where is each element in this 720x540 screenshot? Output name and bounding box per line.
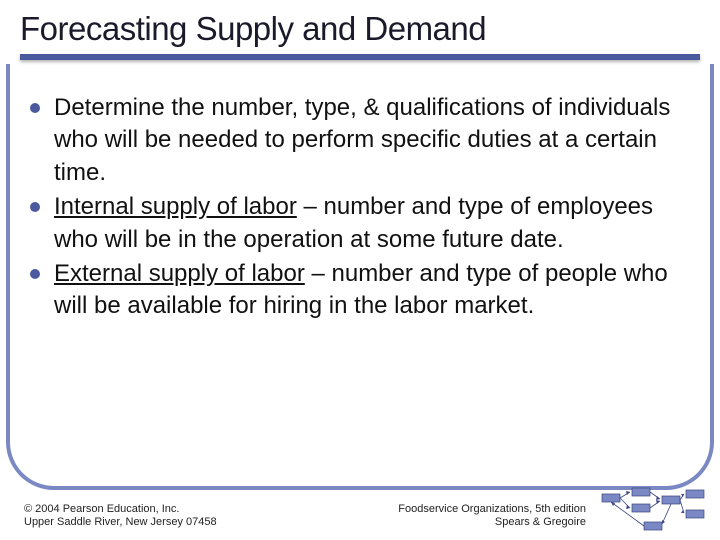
title-underline — [20, 54, 700, 60]
bullet-rest: Determine the number, type, & qualificat… — [54, 94, 670, 186]
footer-copyright: © 2004 Pearson Education, Inc. Upper Sad… — [24, 503, 217, 531]
copyright-line2: Upper Saddle River, New Jersey 07458 — [24, 516, 217, 530]
bullet-item: Internal supply of labor – number and ty… — [30, 191, 690, 256]
bullet-list: Determine the number, type, & qualificat… — [30, 92, 690, 323]
bullet-item: External supply of labor – number and ty… — [30, 258, 690, 323]
bullet-dot-icon — [30, 202, 40, 212]
bullet-item: Determine the number, type, & qualificat… — [30, 92, 690, 189]
footer: © 2004 Pearson Education, Inc. Upper Sad… — [24, 503, 696, 531]
bullet-text: Internal supply of labor – number and ty… — [54, 191, 690, 256]
bullet-text: Determine the number, type, & qualificat… — [54, 92, 690, 189]
bullet-dot-icon — [30, 269, 40, 279]
slide: Forecasting Supply and Demand Determine … — [0, 0, 720, 540]
bullet-underlined: Internal supply of labor — [54, 193, 297, 220]
bullet-underlined: External supply of labor — [54, 260, 305, 287]
flowchart-icon — [600, 486, 706, 532]
bullet-dot-icon — [30, 103, 40, 113]
slide-title: Forecasting Supply and Demand — [20, 10, 700, 48]
bullet-text: External supply of labor – number and ty… — [54, 258, 690, 323]
footer-book: Foodservice Organizations, 5th edition S… — [398, 503, 586, 531]
book-line1: Foodservice Organizations, 5th edition — [398, 503, 586, 517]
book-line2: Spears & Gregoire — [398, 516, 586, 530]
content-area: Determine the number, type, & qualificat… — [30, 92, 690, 325]
copyright-line1: © 2004 Pearson Education, Inc. — [24, 503, 217, 517]
title-area: Forecasting Supply and Demand — [0, 0, 720, 60]
